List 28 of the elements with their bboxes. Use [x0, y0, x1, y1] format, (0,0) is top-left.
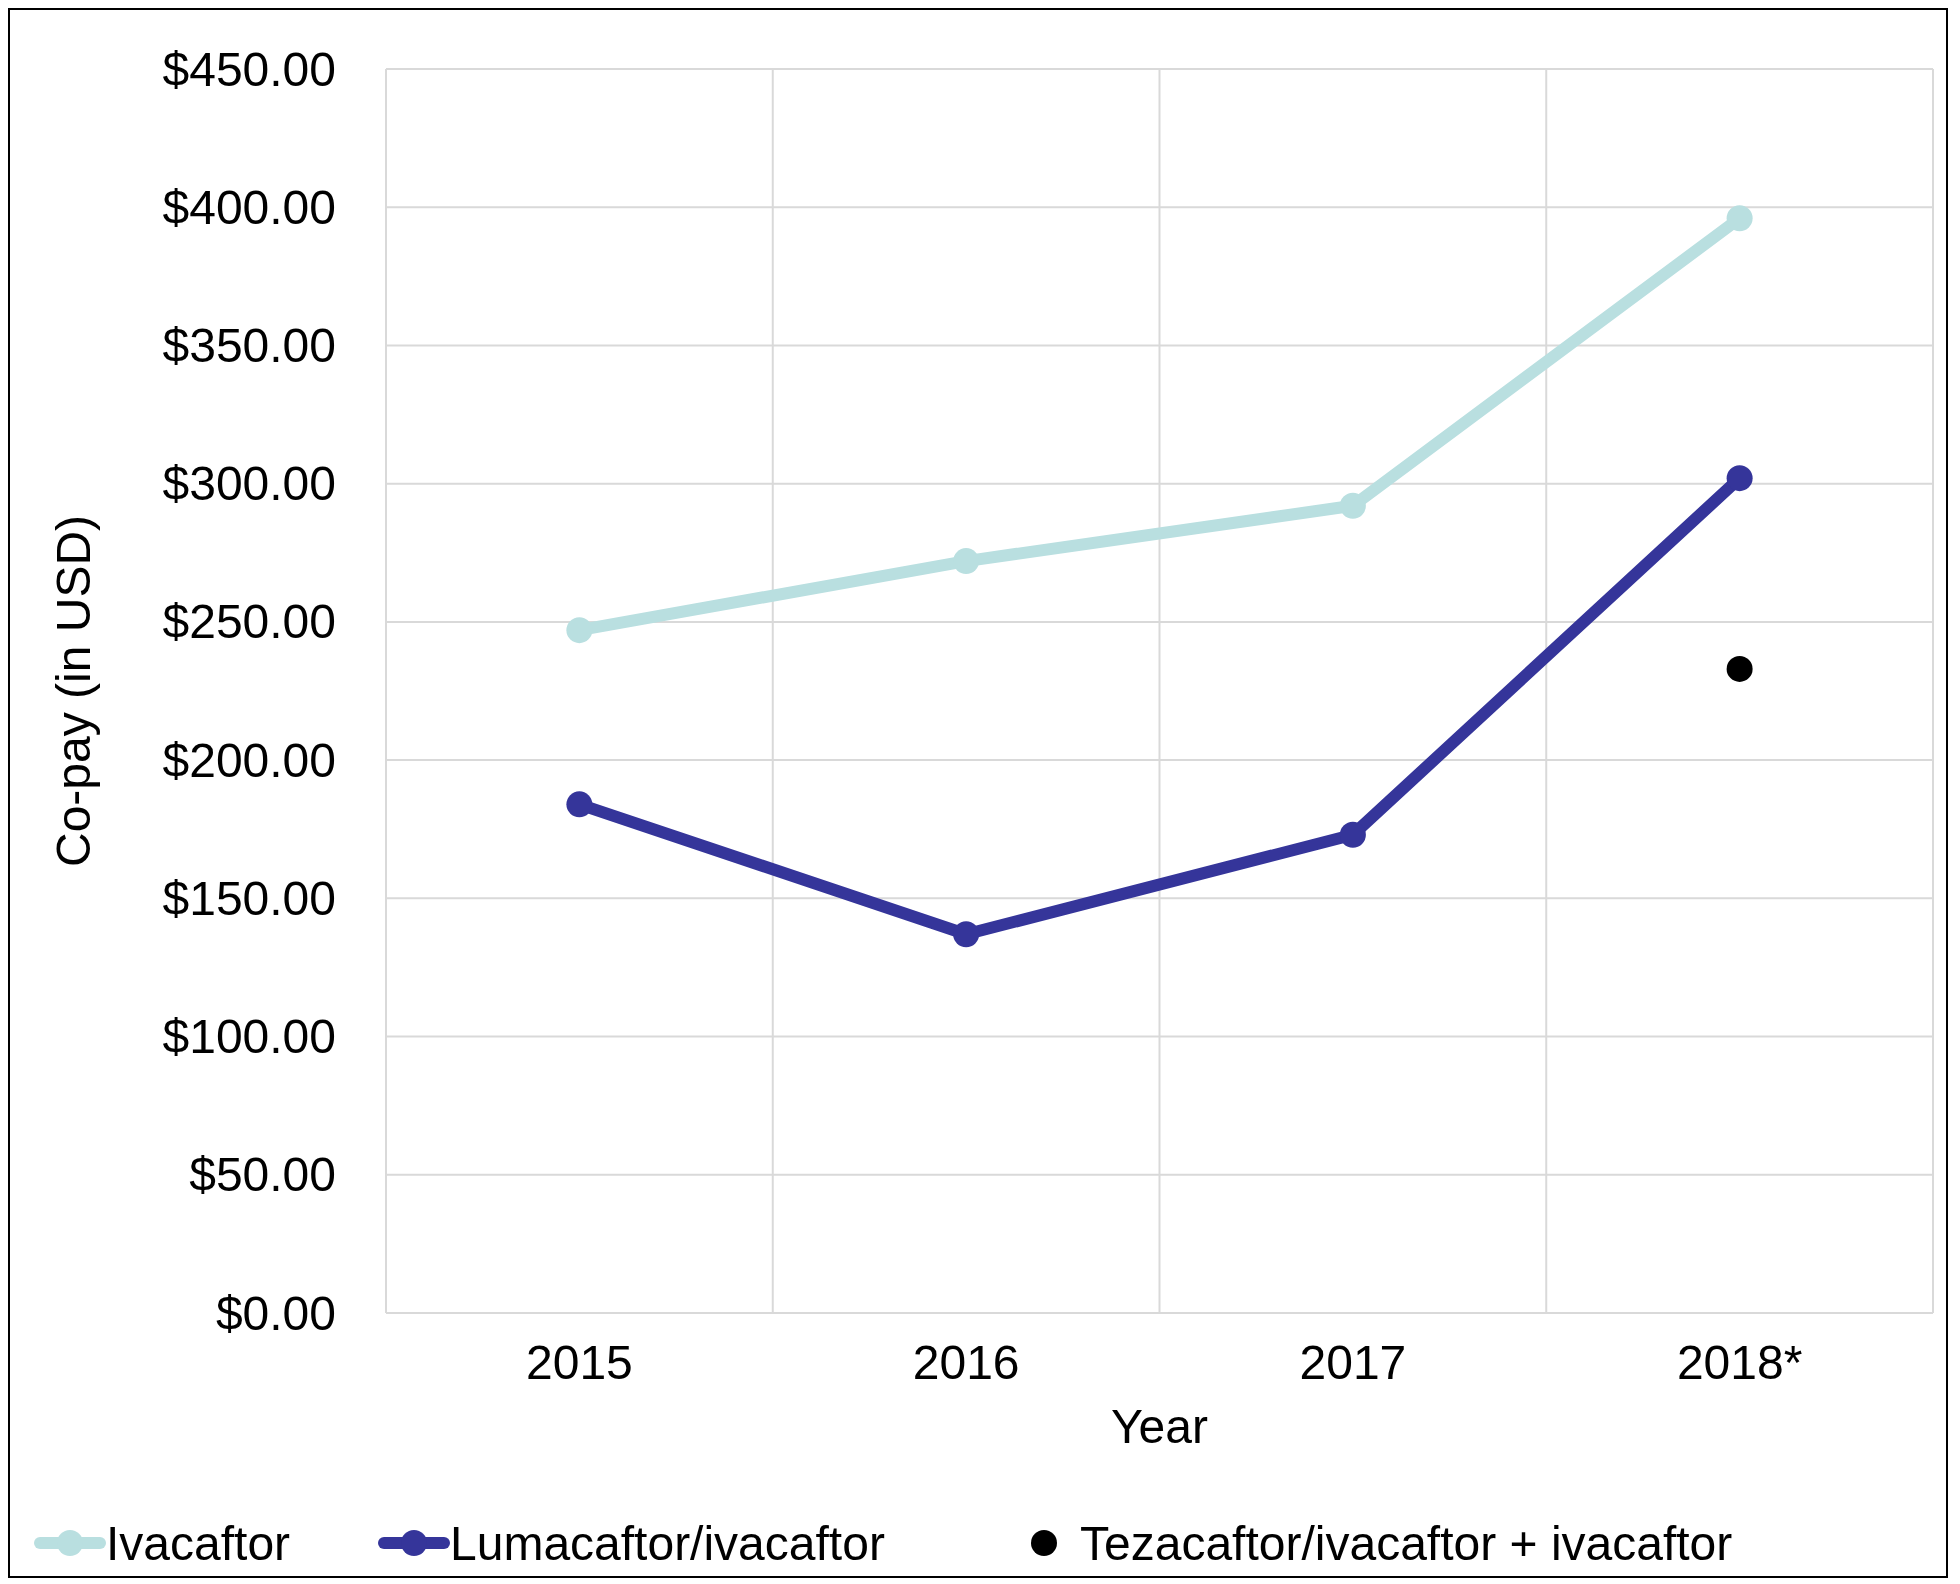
point	[566, 791, 593, 818]
y-axis-title: Co-pay (in USD)	[47, 514, 100, 868]
y-tick-label: $200.00	[162, 733, 336, 787]
y-tick-label: $250.00	[162, 595, 336, 649]
x-axis-title: Year	[1111, 1400, 1209, 1453]
legend-label: Lumacaftor/ivacaftor	[450, 1516, 885, 1570]
x-tick-label: 2018*	[1676, 1336, 1803, 1389]
y-tick-label: $100.00	[162, 1010, 336, 1064]
point	[1339, 492, 1366, 519]
point	[566, 617, 593, 644]
x-tick-label: 2016	[912, 1336, 1020, 1389]
y-tick-label: $0.00	[215, 1286, 336, 1340]
point	[953, 548, 980, 575]
y-tick-label: $450.00	[162, 42, 336, 96]
legend-label: Ivacaftor	[106, 1516, 291, 1570]
y-tick-label: $400.00	[162, 180, 336, 234]
point	[1726, 465, 1753, 492]
point	[1726, 655, 1753, 682]
x-tick-label: 2017	[1299, 1336, 1407, 1389]
legend-label: Tezacaftor/ivacaftor + ivacaftor	[1080, 1516, 1733, 1570]
x-tick-label: 2015	[525, 1336, 633, 1389]
point	[953, 921, 980, 948]
point	[1726, 205, 1753, 232]
point	[1339, 821, 1366, 848]
y-tick-label: $50.00	[189, 1148, 336, 1202]
y-tick-label: $150.00	[162, 871, 336, 925]
y-tick-label: $300.00	[162, 457, 336, 511]
y-tick-label: $350.00	[162, 318, 336, 372]
